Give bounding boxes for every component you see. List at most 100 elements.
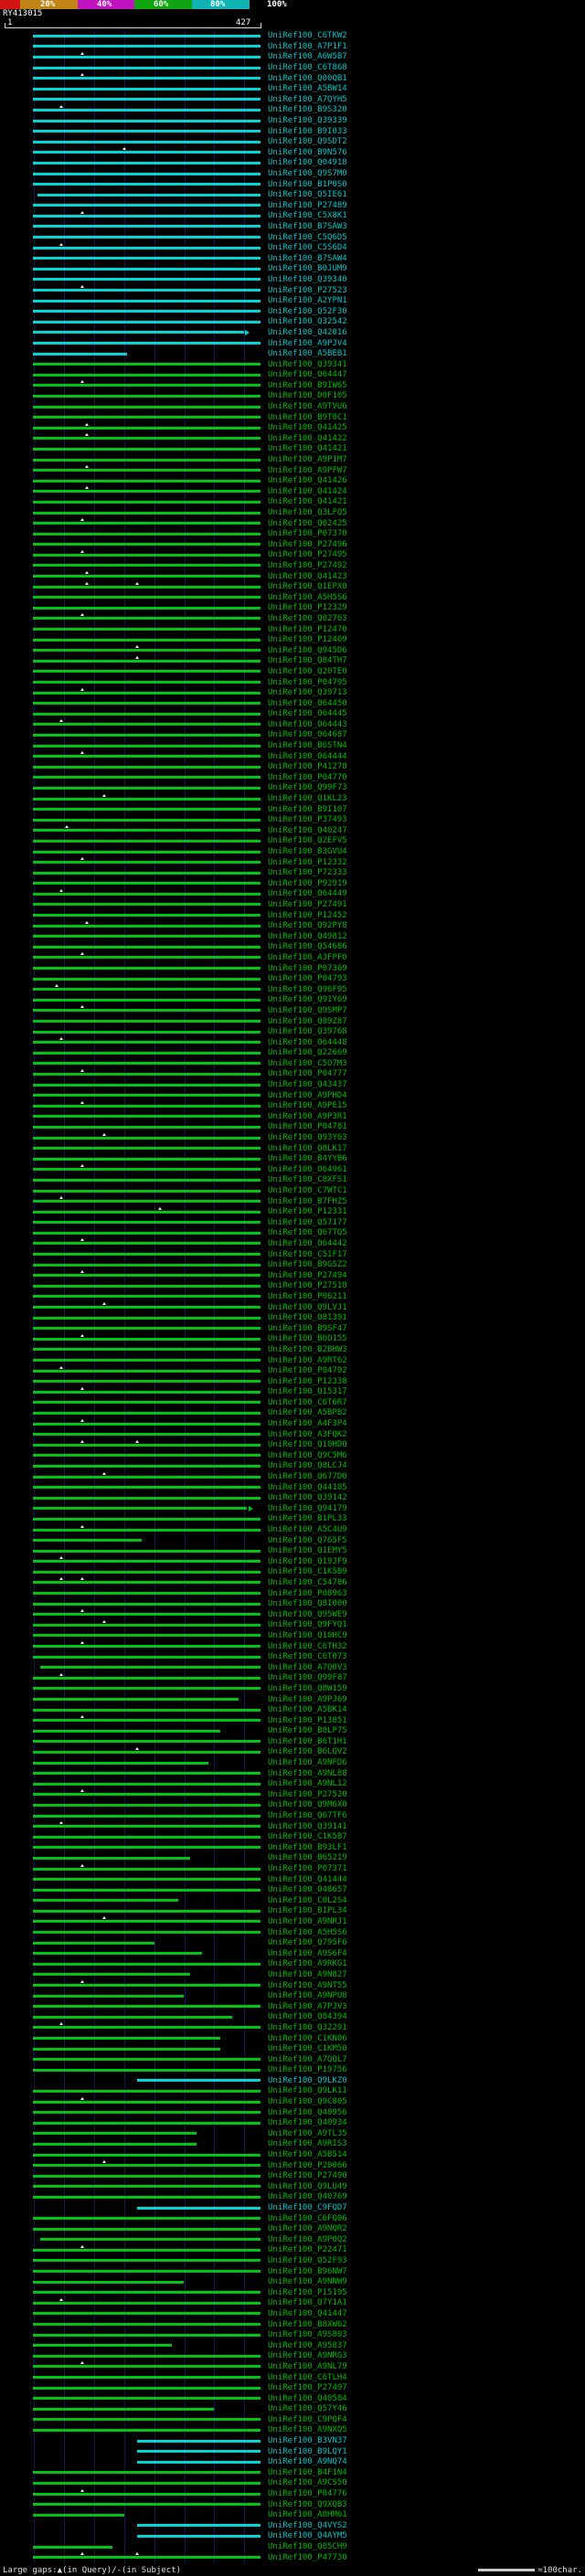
hit-label[interactable]: UniRef100_A9N827 [268, 1969, 347, 1979]
alignment-bar[interactable] [32, 2503, 261, 2507]
alignment-bar[interactable] [137, 2439, 261, 2443]
hit-label[interactable]: UniRef100_B96NW7 [268, 2266, 347, 2276]
hit-label[interactable]: UniRef100_Q39141 [268, 1821, 347, 1831]
hit-label[interactable]: UniRef100_C0L2S4 [268, 1895, 347, 1905]
alignment-bar[interactable] [32, 871, 261, 875]
alignment-bar[interactable] [32, 1401, 261, 1405]
alignment-bar[interactable] [32, 564, 261, 567]
hit-label[interactable]: UniRef100_Q3LFQ5 [268, 508, 347, 518]
hit-label[interactable]: UniRef100_Q43437 [268, 1080, 347, 1090]
alignment-bar[interactable] [32, 1655, 261, 1659]
alignment-bar[interactable] [32, 1539, 143, 1542]
hit-label[interactable]: UniRef100_Q41444 [268, 1874, 347, 1884]
alignment-bar[interactable] [32, 1496, 261, 1500]
alignment-bar[interactable] [32, 1274, 261, 1277]
alignment-bar[interactable] [32, 733, 261, 737]
alignment-bar[interactable] [32, 1931, 261, 1935]
alignment-bar[interactable] [32, 1051, 261, 1055]
alignment-bar[interactable] [32, 1645, 261, 1648]
hit-label[interactable]: UniRef100_A9NT55 [268, 1980, 347, 1990]
alignment-bar[interactable] [32, 1793, 261, 1797]
hit-label[interactable]: UniRef100_A5BK14 [268, 1705, 347, 1715]
alignment-bar[interactable] [32, 55, 261, 58]
alignment-bar[interactable] [32, 988, 261, 991]
alignment-bar[interactable] [32, 1083, 261, 1087]
alignment-bar[interactable] [32, 1899, 178, 1903]
alignment-bar[interactable] [32, 670, 261, 673]
alignment-bar[interactable] [32, 1411, 261, 1415]
hit-label[interactable]: UniRef100_P12470 [268, 624, 347, 634]
alignment-bar[interactable] [32, 649, 261, 652]
alignment-bar[interactable] [32, 500, 261, 504]
alignment-bar[interactable] [32, 1676, 261, 1680]
hit-label[interactable]: UniRef100_P04777 [268, 1069, 347, 1079]
alignment-bar[interactable] [32, 1041, 261, 1044]
hit-label[interactable]: UniRef100_Q8W159 [268, 1683, 347, 1693]
alignment-bar[interactable] [32, 1104, 261, 1108]
hit-label[interactable]: UniRef100_Q92PY8 [268, 921, 347, 931]
hit-label[interactable]: UniRef100_O64687 [268, 730, 347, 740]
hit-label[interactable]: UniRef100_Q4AYM5 [268, 2531, 347, 2541]
hit-label[interactable]: UniRef100_Q40956 [268, 2107, 347, 2117]
hit-label[interactable]: UniRef100_Q9SDT2 [268, 137, 347, 147]
alignment-bar[interactable] [32, 1835, 261, 1839]
hit-label[interactable]: UniRef100_Q57177 [268, 1217, 347, 1227]
hit-label[interactable]: UniRef100_Q39341 [268, 359, 347, 369]
hit-label[interactable]: UniRef100_C9FQD7 [268, 2203, 347, 2213]
alignment-bar[interactable] [32, 246, 261, 249]
alignment-bar[interactable] [32, 310, 261, 313]
alignment-bar[interactable] [32, 797, 261, 800]
hit-label[interactable]: UniRef100_A95837 [268, 2340, 347, 2350]
alignment-bar[interactable] [32, 1761, 208, 1765]
alignment-bar[interactable] [32, 1486, 261, 1489]
alignment-bar[interactable] [32, 744, 261, 747]
alignment-bar[interactable] [32, 2058, 261, 2062]
hit-label[interactable]: UniRef100_C6TH32 [268, 1641, 347, 1651]
alignment-bar[interactable] [32, 479, 261, 482]
alignment-bar[interactable] [32, 1941, 154, 1945]
hit-label[interactable]: UniRef100_O81391 [268, 1313, 347, 1323]
hit-label[interactable]: UniRef100_P72333 [268, 868, 347, 878]
alignment-bar[interactable] [32, 2291, 261, 2295]
alignment-bar[interactable] [32, 2089, 261, 2093]
alignment-bar[interactable] [32, 2333, 261, 2337]
alignment-bar[interactable] [32, 2121, 261, 2125]
hit-label[interactable]: UniRef100_C6TLH4 [268, 2372, 347, 2382]
alignment-bar[interactable] [39, 2238, 261, 2242]
hit-label[interactable]: UniRef100_Q04918 [268, 158, 347, 168]
alignment-bar[interactable] [32, 2100, 261, 2104]
alignment-bar[interactable] [32, 2376, 261, 2380]
alignment-bar[interactable] [32, 1454, 261, 1458]
hit-label[interactable]: UniRef100_A9TL35 [268, 2128, 347, 2138]
alignment-bar[interactable] [32, 1189, 261, 1193]
alignment-bar[interactable] [32, 2111, 261, 2115]
hit-label[interactable]: UniRef100_A9P3R1 [268, 1111, 347, 1121]
hit-label[interactable]: UniRef100_Q02763 [268, 613, 347, 623]
hit-label[interactable]: UniRef100_Q8LK17 [268, 1143, 347, 1153]
hit-label[interactable]: UniRef100_A9S803 [268, 2330, 347, 2340]
hit-label[interactable]: UniRef100_Q41425 [268, 423, 347, 433]
hit-label[interactable]: UniRef100_P27523 [268, 285, 347, 295]
alignment-bar[interactable] [32, 702, 261, 705]
hit-label[interactable]: UniRef100_A9PJ69 [268, 1694, 347, 1704]
alignment-bar[interactable] [32, 1210, 261, 1214]
hit-label[interactable]: UniRef100_A5B514 [268, 2150, 347, 2160]
alignment-bar[interactable] [32, 416, 261, 419]
hit-label[interactable]: UniRef100_B2BHW3 [268, 1344, 347, 1354]
hit-label[interactable]: UniRef100_P22471 [268, 2245, 347, 2255]
alignment-bar[interactable] [32, 331, 245, 334]
hit-label[interactable]: UniRef100_B9GSZ2 [268, 1260, 347, 1270]
alignment-bar[interactable] [32, 1009, 261, 1012]
hit-label[interactable]: UniRef100_Q99F73 [268, 783, 347, 793]
alignment-bar[interactable] [32, 998, 261, 1002]
hit-label[interactable]: UniRef100_C7WTC1 [268, 1186, 347, 1196]
hit-label[interactable]: UniRef100_A9NL79 [268, 2361, 347, 2371]
hit-label[interactable]: UniRef100_Q2EFV5 [268, 836, 347, 846]
alignment-bar[interactable] [32, 405, 261, 408]
alignment-bar[interactable] [32, 596, 261, 599]
alignment-bar[interactable] [32, 183, 261, 186]
hit-label[interactable]: UniRef100_A9CS50 [268, 2478, 347, 2488]
alignment-bar[interactable] [32, 1592, 261, 1595]
hit-label[interactable]: UniRef100_P08963 [268, 1588, 347, 1598]
alignment-bar[interactable] [32, 1740, 261, 1744]
